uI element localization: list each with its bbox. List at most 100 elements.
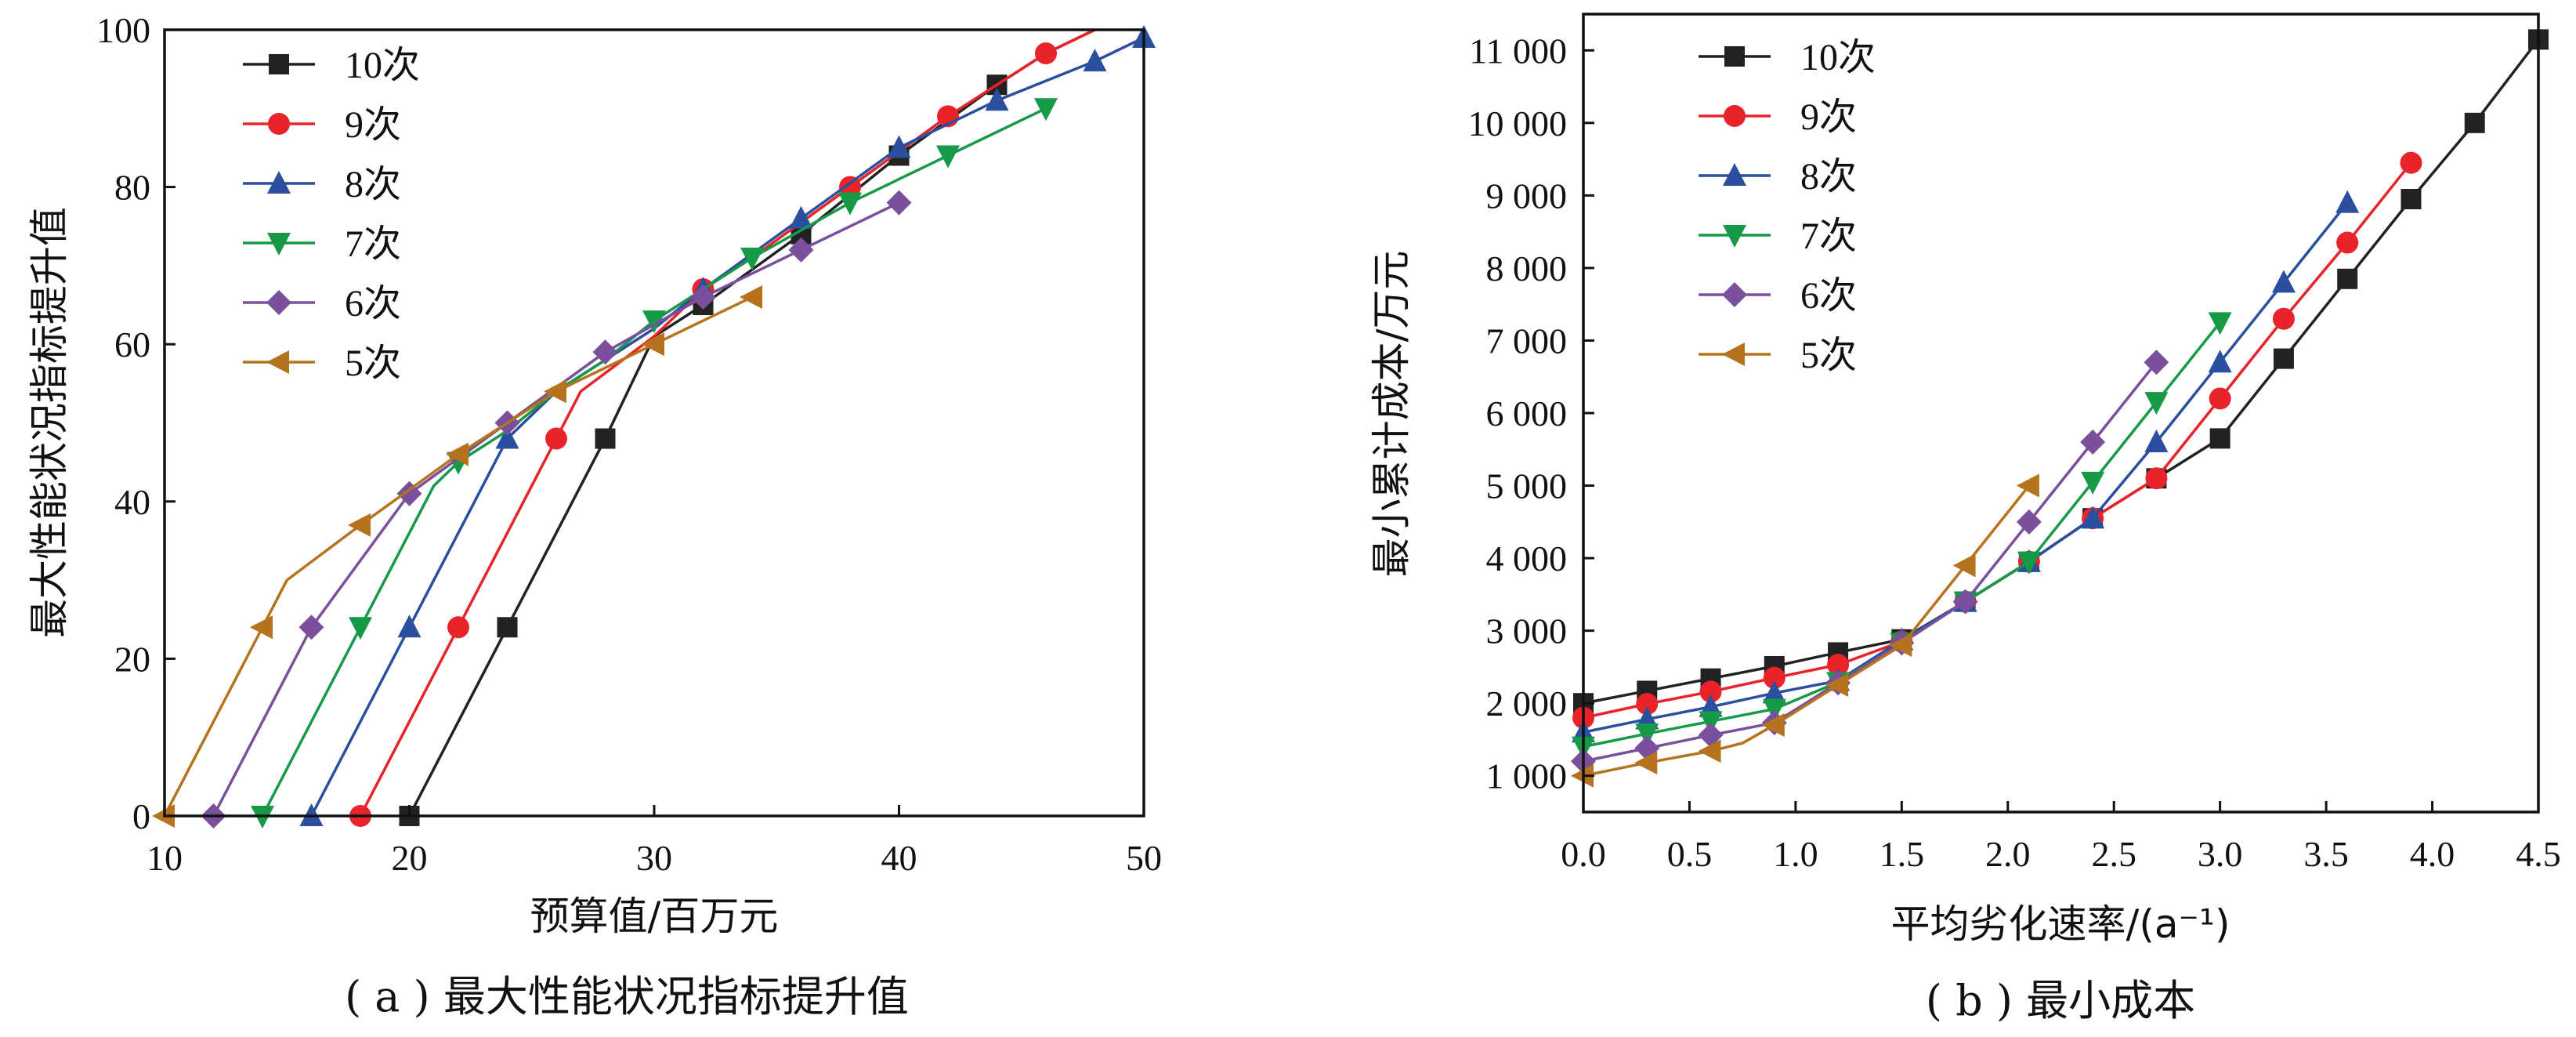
series-7次 <box>251 98 1058 829</box>
data-point <box>497 617 518 638</box>
legend-marker <box>1722 282 1747 307</box>
data-point <box>2081 506 2105 529</box>
series-10次 <box>1573 29 2549 714</box>
y-tick-label: 7 000 <box>1486 321 1568 361</box>
legend-label: 7次 <box>345 223 401 265</box>
data-point <box>2464 112 2485 133</box>
ticks-a: 10 20 30 40 50 0 20 40 60 80 100 <box>96 10 1162 878</box>
x-tick-label: 40 <box>881 838 917 878</box>
legend-label: 5次 <box>345 343 401 384</box>
x-tick-label: 3.5 <box>2303 834 2349 874</box>
ticks-b: 0.0 0.5 1.0 1.5 2.0 2.5 3.0 3.5 4.0 4.5 1 000 2 000… <box>1468 31 2561 874</box>
data-point <box>1762 698 1786 722</box>
legend-marker <box>1722 343 1745 366</box>
data-point <box>1699 680 1722 703</box>
data-point <box>1699 711 1723 734</box>
data-point <box>839 176 861 198</box>
legend-marker <box>269 54 289 74</box>
data-point <box>2273 348 2294 369</box>
series-line <box>1583 201 2349 734</box>
series-line <box>1583 161 2412 720</box>
x-tick-label: 2.0 <box>1985 834 2031 874</box>
caption-b: ( b ) 最小成本 <box>1926 976 2195 1025</box>
legend-item: 8次 <box>243 164 401 205</box>
series-5次 <box>1571 473 2039 788</box>
legend-item: 7次 <box>243 223 401 265</box>
legend-label: 5次 <box>1800 335 1857 376</box>
series-line <box>1583 321 2222 749</box>
data-point <box>2017 551 2041 575</box>
legend-item: 10次 <box>243 45 420 86</box>
series-line <box>1583 361 2158 763</box>
x-tick-label: 3.0 <box>2198 834 2243 874</box>
y-tick-label: 5 000 <box>1486 466 1568 506</box>
legend-item: 9次 <box>1699 96 1857 138</box>
data-point <box>1763 666 1785 689</box>
data-point <box>2208 312 2232 335</box>
data-point <box>1889 633 1912 658</box>
x-tick-label: 20 <box>392 838 428 878</box>
data-point <box>1636 693 1659 716</box>
series-8次 <box>299 25 1156 826</box>
data-point <box>2335 190 2360 213</box>
data-point <box>2271 270 2296 293</box>
data-point <box>348 513 371 537</box>
legend-item: 5次 <box>243 343 401 384</box>
y-tick-label: 100 <box>96 10 150 50</box>
x-axis-label-a: 预算值/百万元 <box>530 894 779 939</box>
legend-label: 10次 <box>1800 37 1876 78</box>
caption-a: ( a ) 最大性能状况指标提升值 <box>345 972 909 1021</box>
data-point <box>2016 473 2039 498</box>
series-line <box>261 107 1047 817</box>
data-point <box>2144 430 2169 453</box>
legend-item: 5次 <box>1699 335 1857 376</box>
data-point <box>936 145 960 169</box>
data-point <box>1698 739 1721 763</box>
y-tick-label: 1 000 <box>1486 756 1568 796</box>
y-tick-label: 9 000 <box>1486 176 1568 216</box>
x-tick-label: 2.5 <box>2091 834 2136 874</box>
series-layer-b <box>1571 29 2549 788</box>
data-point <box>2145 467 2168 490</box>
legend-label: 10次 <box>345 45 420 86</box>
y-tick-label: 20 <box>114 639 150 679</box>
y-tick-label: 80 <box>114 168 150 208</box>
data-point <box>886 190 912 216</box>
y-tick-label: 10 000 <box>1468 103 1568 143</box>
x-tick-label: 4.0 <box>2410 834 2455 874</box>
data-point <box>740 247 764 270</box>
series-9次 <box>349 28 1096 827</box>
data-point <box>690 285 716 310</box>
x-tick-label: 0.0 <box>1561 834 1606 874</box>
series-line <box>1583 38 2540 705</box>
data-point <box>349 617 372 640</box>
data-point <box>446 442 469 466</box>
series-6次 <box>1571 350 2169 774</box>
data-point <box>2208 350 2232 373</box>
data-point <box>985 88 1009 111</box>
data-point <box>1952 553 1976 578</box>
series-8次 <box>1572 190 2360 743</box>
chart-panel-a: 10 20 30 40 50 0 20 40 60 80 100 10次 9次 8次 7次 6次 5次 预算值… <box>27 10 1162 1021</box>
y-tick-label: 0 <box>132 796 150 836</box>
data-point <box>595 428 616 449</box>
data-point <box>495 426 519 449</box>
data-point <box>1034 98 1058 121</box>
legend-item: 6次 <box>1699 275 1857 317</box>
data-point <box>2337 268 2358 289</box>
y-tick-label: 8 000 <box>1486 248 1568 288</box>
data-point <box>740 285 762 310</box>
x-tick-label: 50 <box>1126 838 1162 878</box>
data-point <box>2016 509 2042 535</box>
x-tick-label: 30 <box>636 838 672 878</box>
x-tick-label: 1.0 <box>1773 834 1818 874</box>
data-point <box>838 192 862 216</box>
data-point <box>1635 723 1659 747</box>
data-point <box>2336 231 2359 254</box>
legend-marker <box>266 350 289 374</box>
y-tick-label: 4 000 <box>1486 538 1568 578</box>
series-6次 <box>201 190 912 829</box>
data-point <box>1035 42 1057 65</box>
data-point <box>2400 151 2422 174</box>
